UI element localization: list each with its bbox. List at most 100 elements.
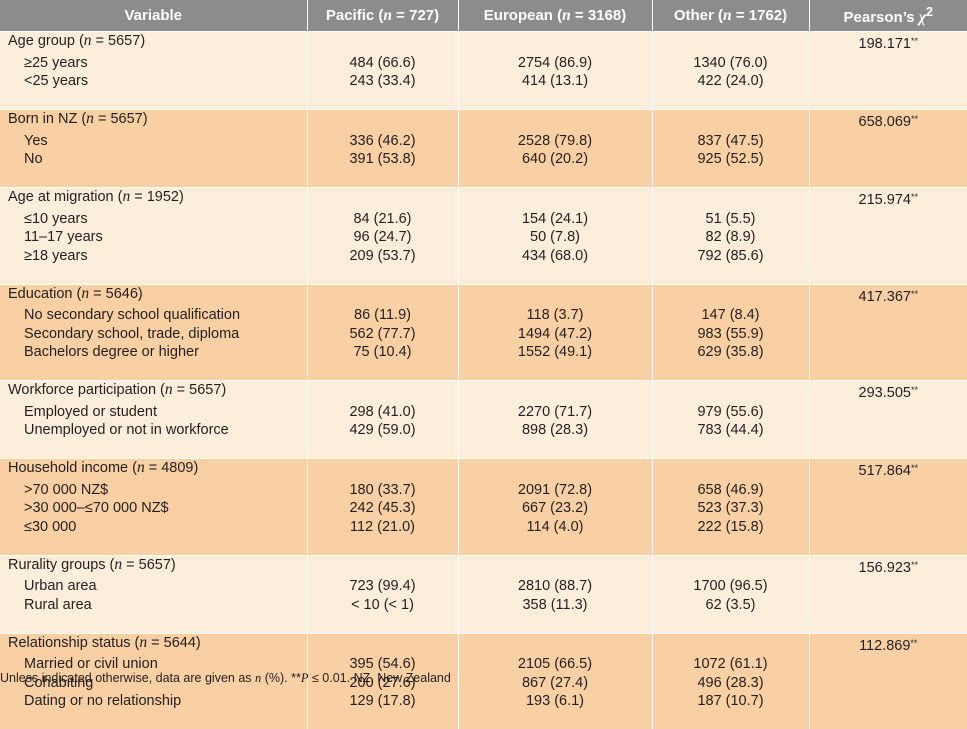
empty-cell: [652, 32, 809, 54]
cell-european: 2091 (72.8): [458, 481, 652, 500]
group-header-row: Age at migration (n = 1952) 215.974**: [0, 188, 967, 210]
cell-pacific: 298 (41.0): [307, 403, 458, 422]
cell-european: 114 (4.0): [458, 518, 652, 537]
cell-pacific: 209 (53.7): [307, 247, 458, 266]
empty-cell: [458, 188, 652, 210]
empty-cell: [458, 459, 652, 481]
cell-other: 837 (47.5): [652, 132, 809, 151]
cell-other: 523 (37.3): [652, 499, 809, 518]
table-row: >30 000–≤70 000 NZ$242 (45.3)667 (23.2)5…: [0, 499, 967, 518]
cell-other: 422 (24.0): [652, 72, 809, 91]
cell-pacific: 336 (46.2): [307, 132, 458, 151]
cell-pacific: 84 (21.6): [307, 210, 458, 229]
empty-cell: [307, 188, 458, 210]
group-spacer: [0, 440, 967, 459]
empty-cell: [652, 633, 809, 655]
row-label: Urban area: [0, 577, 307, 596]
group-label: Household income (n = 4809): [0, 459, 307, 481]
row-label: ≥25 years: [0, 54, 307, 73]
cell-european: 358 (11.3): [458, 596, 652, 615]
empty-cell: [809, 518, 967, 537]
cell-other: 496 (28.3): [652, 674, 809, 693]
empty-cell: [307, 32, 458, 54]
cell-pacific: 429 (59.0): [307, 421, 458, 440]
empty-cell: [809, 692, 967, 711]
cell-other: 222 (15.8): [652, 518, 809, 537]
empty-cell: [307, 633, 458, 655]
empty-cell: [809, 674, 967, 693]
empty-cell: [652, 110, 809, 132]
cell-other: 1340 (76.0): [652, 54, 809, 73]
group-label: Relationship status (n = 5644): [0, 633, 307, 655]
cell-european: 434 (68.0): [458, 247, 652, 266]
cell-pacific: 243 (33.4): [307, 72, 458, 91]
empty-cell: [458, 381, 652, 403]
cell-pacific: 242 (45.3): [307, 499, 458, 518]
group-label: Age at migration (n = 1952): [0, 188, 307, 210]
cell-european: 154 (24.1): [458, 210, 652, 229]
cell-european: 867 (27.4): [458, 674, 652, 693]
table-footnote: Unless indicated otherwise, data are giv…: [0, 671, 451, 686]
cell-other: 783 (44.4): [652, 421, 809, 440]
cell-european: 193 (6.1): [458, 692, 652, 711]
cell-european: 414 (13.1): [458, 72, 652, 91]
cell-other: 1700 (96.5): [652, 577, 809, 596]
cell-pacific: 86 (11.9): [307, 306, 458, 325]
table-row: Rural area< 10 (< 1)358 (11.3)62 (3.5): [0, 596, 967, 615]
group-spacer: [0, 265, 967, 284]
row-label: No: [0, 150, 307, 169]
group-label: Education (n = 5646): [0, 284, 307, 306]
cell-pacific: 129 (17.8): [307, 692, 458, 711]
cell-pacific: 391 (53.8): [307, 150, 458, 169]
group-header-row: Age group (n = 5657)198.171**: [0, 32, 967, 54]
empty-cell: [809, 499, 967, 518]
cell-pacific: < 10 (< 1): [307, 596, 458, 615]
empty-cell: [458, 633, 652, 655]
empty-cell: [809, 403, 967, 422]
header-pacific: Pacific (n = 727): [307, 0, 458, 32]
pearson-chi2-value: 215.974**: [809, 188, 967, 210]
cell-other: 147 (8.4): [652, 306, 809, 325]
empty-cell: [307, 555, 458, 577]
table-row: >70 000 NZ$180 (33.7)2091 (72.8)658 (46.…: [0, 481, 967, 500]
empty-cell: [809, 481, 967, 500]
row-label: Secondary school, trade, diploma: [0, 325, 307, 344]
group-label: Rurality groups (n = 5657): [0, 555, 307, 577]
pearson-chi2-value: 517.864**: [809, 459, 967, 481]
row-label: 11–17 years: [0, 228, 307, 247]
group-label: Born in NZ (n = 5657): [0, 110, 307, 132]
row-label: Dating or no relationship: [0, 692, 307, 711]
header-row: Variable Pacific (n = 727) European (n =…: [0, 0, 967, 32]
empty-cell: [652, 381, 809, 403]
header-other: Other (n = 1762): [652, 0, 809, 32]
empty-cell: [809, 655, 967, 674]
empty-cell: [809, 210, 967, 229]
cell-european: 118 (3.7): [458, 306, 652, 325]
row-label: ≤10 years: [0, 210, 307, 229]
cell-other: 983 (55.9): [652, 325, 809, 344]
empty-cell: [458, 32, 652, 54]
cell-pacific: 562 (77.7): [307, 325, 458, 344]
cell-pacific: 96 (24.7): [307, 228, 458, 247]
empty-cell: [809, 577, 967, 596]
empty-cell: [809, 325, 967, 344]
cell-european: 2105 (66.5): [458, 655, 652, 674]
empty-cell: [652, 284, 809, 306]
cell-other: 658 (46.9): [652, 481, 809, 500]
cell-other: 629 (35.8): [652, 343, 809, 362]
empty-cell: [809, 421, 967, 440]
row-label: Bachelors degree or higher: [0, 343, 307, 362]
row-label: Yes: [0, 132, 307, 151]
cell-other: 1072 (61.1): [652, 655, 809, 674]
row-label: Unemployed or not in workforce: [0, 421, 307, 440]
cell-other: 792 (85.6): [652, 247, 809, 266]
cell-european: 2270 (71.7): [458, 403, 652, 422]
